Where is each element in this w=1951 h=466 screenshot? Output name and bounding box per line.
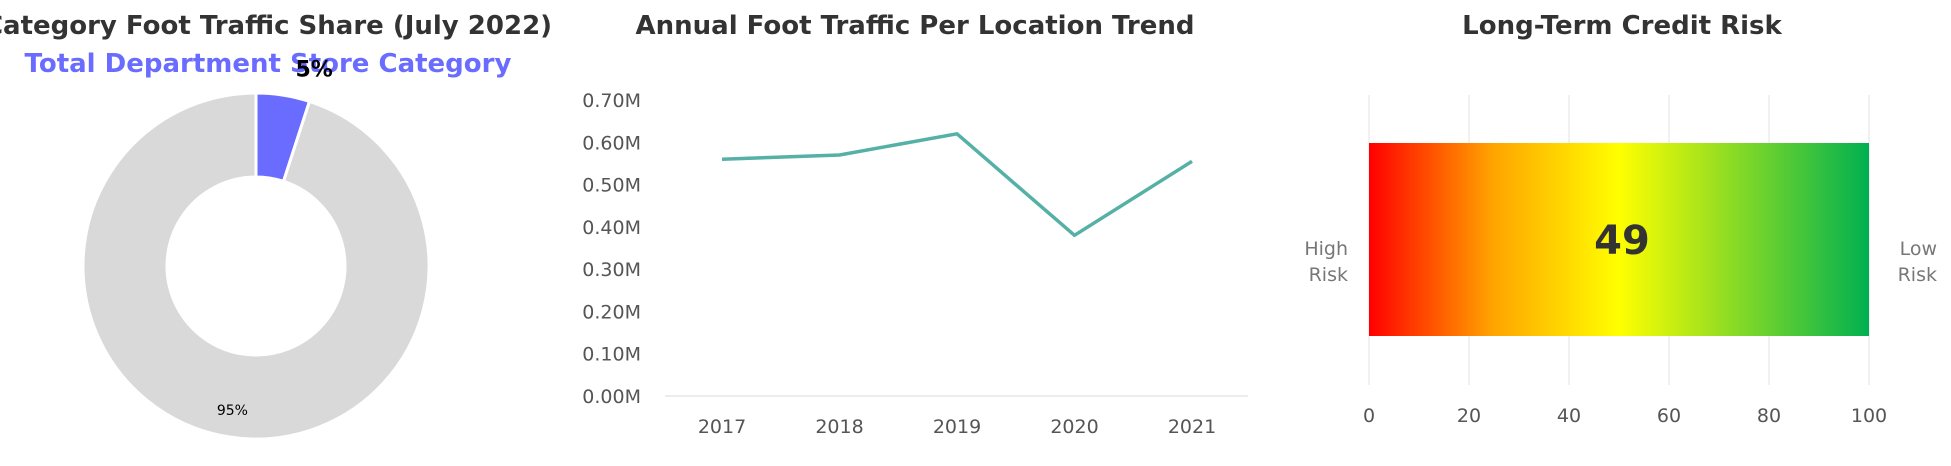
donut-panel: Category Foot Traffic Share (July 2022) …: [0, 11, 552, 441]
donut-slice-label: 5%: [295, 57, 332, 82]
line-y-tick-label: 0.30M: [582, 259, 641, 281]
gauge-title: Long-Term Credit Risk: [1462, 11, 1782, 41]
line-x-tick-label: 2020: [1050, 416, 1098, 438]
line-y-tick-label: 0.60M: [582, 132, 641, 154]
donut-subtitle: Total Department Store Category: [25, 49, 512, 79]
line-x-tick-label: 2017: [698, 416, 746, 438]
line-y-tick-label: 0.40M: [582, 217, 641, 239]
gauge-right-label-1: Low: [1900, 238, 1937, 260]
line-x-tick-label: 2021: [1168, 416, 1216, 438]
gauge-x-tick-label: 80: [1757, 405, 1781, 427]
line-series-path: [721, 132, 1193, 238]
line-y-tick-label: 0.20M: [582, 301, 641, 323]
gauge-value-label: 49: [1594, 218, 1650, 264]
gauge-left-label-2: Risk: [1309, 264, 1348, 286]
donut-slice-label: 95%: [217, 403, 248, 419]
gauge-left-label-1: High: [1304, 238, 1348, 260]
line-title: Annual Foot Traffic Per Location Trend: [636, 11, 1195, 41]
gauge-bar: [1369, 143, 1869, 336]
line-y-tick-label: 0.10M: [582, 344, 641, 366]
donut-slices: 5% 95%: [81, 57, 431, 441]
gauge-x-tick-label: 0: [1363, 405, 1375, 427]
line-y-tick-label: 0.00M: [582, 386, 641, 408]
gauge-x-tick-label: 40: [1557, 405, 1581, 427]
gauge-x-tick-label: 100: [1851, 405, 1887, 427]
line-axes: 0.00M 0.10M 0.20M 0.30M 0.40M 0.50M 0.60M 0.70M…: [582, 90, 1248, 438]
donut-title: Category Foot Traffic Share (July 2022): [0, 11, 552, 41]
line-y-tick-label: 0.50M: [582, 175, 641, 197]
line-series: [721, 132, 1193, 238]
gauge-panel: Long-Term Credit Risk 0 20 40 60 80 100 49 Hi…: [1304, 11, 1937, 427]
gauge-x-tick-label: 20: [1457, 405, 1481, 427]
line-panel: Annual Foot Traffic Per Location Trend 0…: [582, 11, 1248, 438]
line-x-tick-label: 2019: [933, 416, 981, 438]
donut-slice: [81, 91, 431, 441]
gauge-right-label-2: Risk: [1898, 264, 1937, 286]
gauge-x-tick-label: 60: [1657, 405, 1681, 427]
line-y-tick-label: 0.70M: [582, 90, 641, 112]
line-x-tick-label: 2018: [815, 416, 863, 438]
